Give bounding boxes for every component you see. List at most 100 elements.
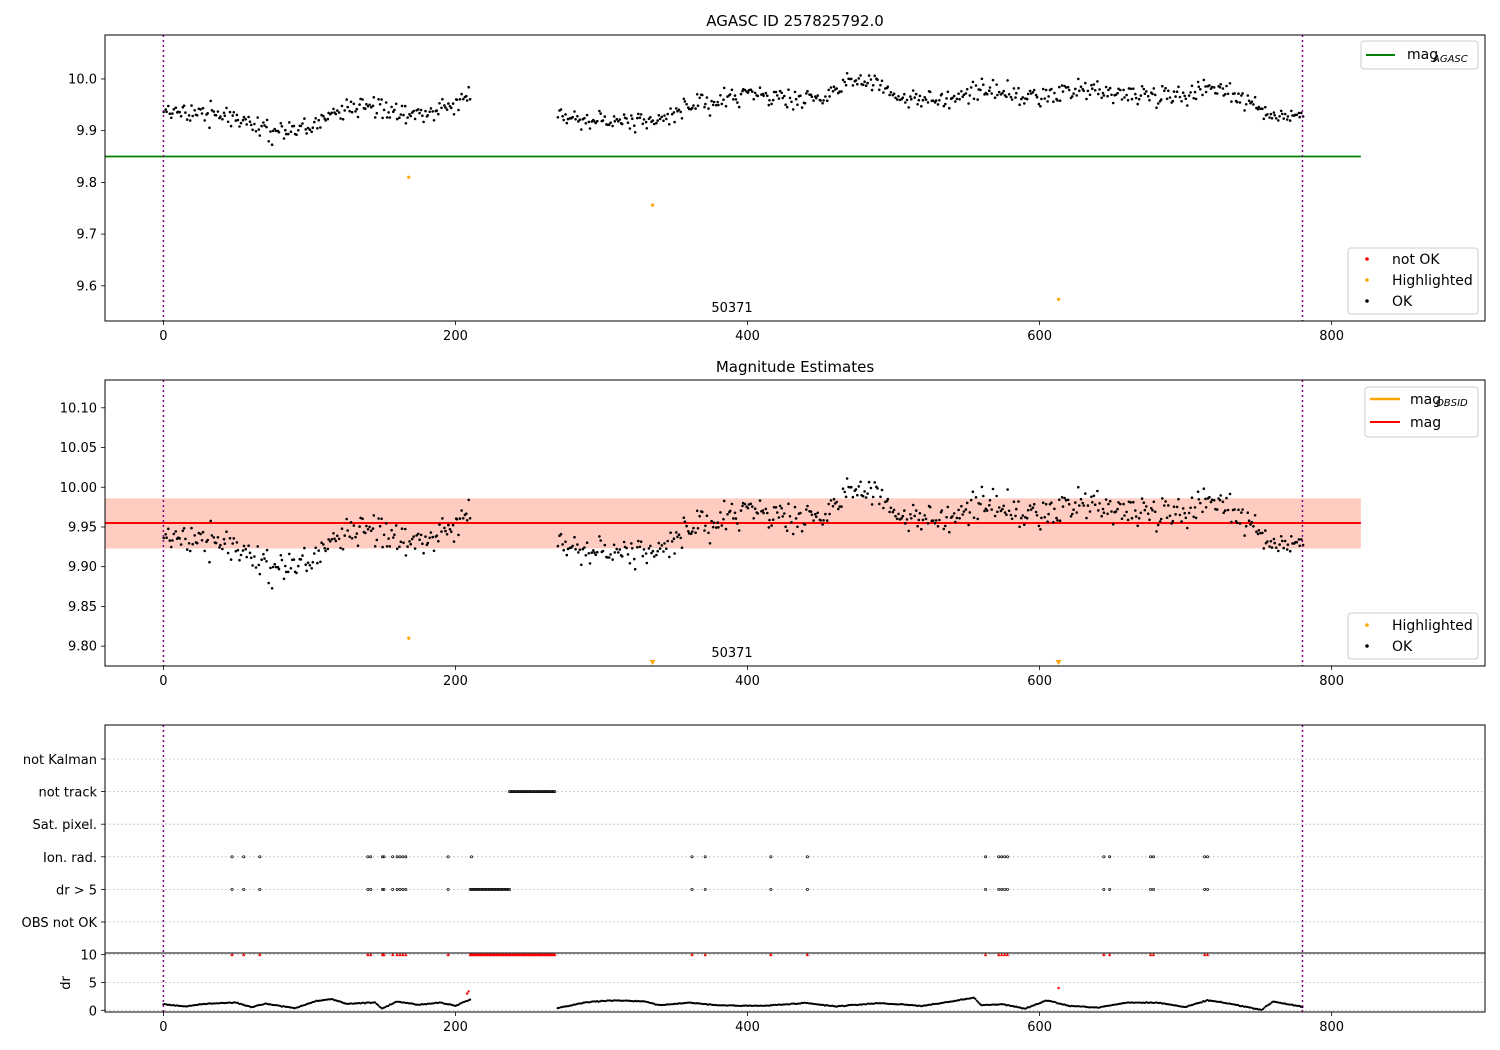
ok-point (245, 123, 248, 126)
ok-point (995, 494, 998, 498)
ok-point (413, 117, 417, 121)
ok-point (1168, 96, 1172, 99)
ok-point (257, 128, 261, 131)
ok-point (1010, 517, 1014, 521)
flag-marker (521, 790, 525, 794)
ok-point (1183, 511, 1186, 515)
ok-point (749, 88, 753, 91)
ok-point (982, 83, 985, 86)
flag-marker (483, 887, 487, 891)
ok-point (1096, 489, 1099, 493)
ok-point (1253, 95, 1257, 99)
ok-point (1044, 88, 1048, 92)
ok-point (783, 512, 786, 515)
ok-point (907, 106, 910, 109)
ok-point (1031, 506, 1035, 510)
ok-point (1111, 522, 1115, 526)
dr-clipped-marker (446, 952, 450, 957)
ok-point (771, 518, 775, 521)
ok-point (1272, 537, 1276, 541)
ok-point (1277, 119, 1280, 122)
ok-point (406, 116, 409, 119)
dr-tick-label: 10 (80, 949, 97, 964)
flag-marker (524, 790, 528, 794)
ok-point (891, 510, 895, 514)
flag-marker (984, 887, 988, 891)
ok-point (736, 101, 739, 104)
ok-point (869, 78, 873, 81)
ok-point (184, 111, 187, 114)
ok-point (1194, 97, 1198, 101)
ok-point (336, 534, 339, 538)
ok-point (1233, 508, 1236, 511)
ok-point (1167, 504, 1170, 507)
ok-point (221, 117, 224, 121)
ok-point (1272, 111, 1276, 114)
ok-point (971, 80, 975, 84)
ok-point (301, 122, 304, 125)
ok-point (685, 102, 688, 106)
ok-point (676, 535, 679, 539)
dr-clipped-marker (382, 952, 386, 957)
ok-point (717, 526, 720, 529)
y-tick-label: 9.9 (76, 124, 97, 139)
dr-clipped-marker (404, 952, 408, 957)
ok-point (253, 122, 256, 126)
ok-point (346, 105, 350, 109)
flag-marker (541, 790, 545, 794)
ok-point (920, 527, 923, 531)
ok-point (395, 547, 399, 551)
ok-point (660, 115, 664, 119)
ok-point (944, 102, 947, 106)
ok-point (365, 102, 368, 106)
panel-1-title: AGASC ID 257825792.0 (706, 12, 884, 30)
ok-point (596, 119, 599, 123)
ok-point (208, 126, 211, 129)
flag-marker (522, 790, 526, 794)
ok-point (447, 102, 450, 105)
ok-point (996, 510, 999, 514)
ok-point (1031, 91, 1035, 94)
ok-point (1218, 498, 1222, 502)
ok-point (964, 508, 968, 511)
x-tick-label: 200 (443, 674, 468, 689)
off-scale-marker (1055, 660, 1062, 665)
ok-point (774, 90, 778, 94)
ok-point (663, 542, 666, 545)
ok-point (458, 517, 462, 520)
ok-point (726, 95, 729, 98)
ok-point (1100, 96, 1103, 100)
ok-point (385, 545, 389, 548)
ok-point (1175, 90, 1179, 93)
ok-point (1230, 520, 1233, 524)
flag-marker (1108, 887, 1112, 891)
ok-point (251, 564, 254, 567)
ok-point (346, 529, 350, 532)
flag-row-label: Sat. pixel. (33, 818, 97, 833)
ok-point (387, 537, 390, 540)
ok-point (1255, 530, 1258, 534)
flag-marker (997, 855, 1001, 859)
legend-label-sub-agasc: AGASC (1432, 54, 1468, 65)
ok-point (1281, 112, 1284, 116)
ok-point (1202, 78, 1206, 82)
ok-point (232, 537, 236, 540)
ok-point (894, 96, 897, 100)
ok-point (832, 497, 836, 501)
panel-2-annotation: 50371 (711, 646, 752, 661)
ok-point (863, 490, 866, 493)
ok-point (805, 508, 808, 511)
ok-point (256, 545, 260, 548)
highlighted-point (407, 636, 411, 640)
ok-point (990, 508, 993, 511)
ok-point (936, 525, 940, 528)
ok-point (556, 544, 560, 548)
ok-point (809, 510, 813, 513)
flag-marker (528, 790, 532, 794)
ok-point (1074, 501, 1077, 504)
ok-point (191, 542, 194, 546)
flag-marker (506, 887, 510, 891)
ok-point (1246, 511, 1250, 514)
ok-point (916, 524, 919, 528)
legend-label-ok: OK (1392, 639, 1413, 655)
